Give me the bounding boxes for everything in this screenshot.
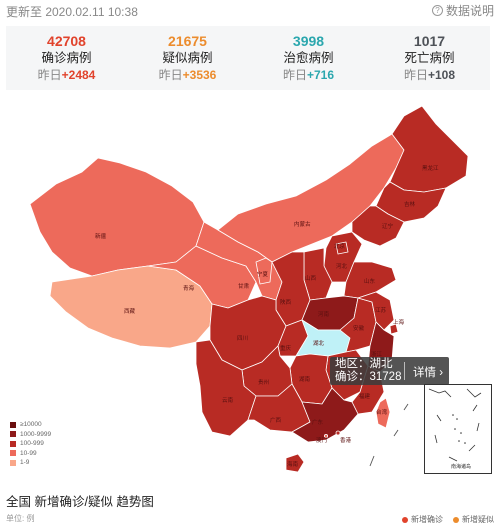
label-anhui: 安徽 — [353, 324, 365, 332]
province-ningxia[interactable] — [255, 257, 273, 285]
south-china-sea-inset: 南海诸岛 — [424, 384, 492, 474]
label-zhejiang: 浙江 — [371, 350, 383, 358]
stat-label: 疑似病例 — [162, 51, 213, 65]
trend-legend-suspected[interactable]: 新增疑似 — [453, 514, 494, 525]
label-sichuan: 四川 — [237, 335, 248, 342]
label-shanghai: 上海 — [393, 318, 405, 326]
label-ningxia: 宁夏 — [257, 270, 269, 278]
legend-item[interactable]: 1000-9999 — [10, 430, 51, 440]
label-taiwan: 台湾 — [376, 408, 388, 416]
top-bar: 更新至 2020.02.11 10:38 ? 数据说明 — [0, 0, 500, 20]
label-xizang: 西藏 — [124, 307, 136, 315]
label-chongqing: 重庆 — [280, 344, 292, 352]
legend-swatch — [10, 431, 16, 438]
legend-item[interactable]: 100-999 — [10, 439, 51, 449]
province-jiangsu[interactable] — [357, 291, 395, 331]
stat-delta: 昨日+2484 — [37, 68, 96, 82]
stat-confirmed: 42708 确诊病例 昨日+2484 — [6, 26, 127, 90]
label-yunnan: 云南 — [222, 396, 234, 404]
sea-border-lines — [369, 403, 409, 467]
legend-dot — [402, 516, 408, 523]
tooltip-detail-link[interactable]: 详情 › — [413, 367, 444, 379]
label-neimenggu: 内蒙古 — [294, 220, 311, 228]
stat-dead: 1017 死亡病例 昨日+108 — [369, 26, 490, 90]
trend-chart-title: 全国 新增确诊/疑似 趋势图 — [6, 495, 154, 509]
label-xinjiang: 新疆 — [95, 232, 107, 240]
inset-svg — [428, 388, 482, 462]
stat-label: 死亡病例 — [404, 51, 455, 65]
label-guangdong: 广东 — [312, 418, 324, 426]
trend-legend: 新增确诊 新增疑似 — [402, 514, 494, 525]
label-hunan: 湖南 — [299, 375, 311, 383]
trend-legend-confirmed[interactable]: 新增确诊 — [402, 514, 443, 525]
data-explain-label: 数据说明 — [445, 4, 494, 18]
label-jiangsu: 江苏 — [375, 306, 387, 314]
stat-number: 3998 — [292, 33, 325, 49]
province-aomen[interactable] — [323, 433, 328, 438]
stat-delta: 昨日+716 — [282, 68, 335, 82]
legend-swatch — [10, 440, 16, 447]
province-guangdong[interactable] — [291, 387, 359, 443]
label-jilin: 吉林 — [404, 200, 416, 208]
data-explain-link[interactable]: ? 数据说明 — [431, 2, 494, 19]
china-map: 新疆 西藏 青海 甘肃 内蒙古 黑龙江 吉林 辽宁 北京 河北 山西 陕西 宁夏… — [0, 92, 500, 482]
label-shanxi: 山西 — [305, 274, 317, 282]
label-liaoning: 辽宁 — [382, 222, 394, 230]
stat-label: 治愈病例 — [283, 51, 334, 65]
province-qinghai[interactable] — [147, 245, 257, 309]
province-hainan[interactable] — [285, 453, 305, 473]
legend-swatch — [10, 421, 16, 428]
stat-number: 21675 — [168, 33, 207, 49]
stat-label: 确诊病例 — [41, 51, 92, 65]
stat-delta: 昨日+108 — [403, 68, 456, 82]
province-xinjiang[interactable] — [29, 157, 205, 277]
stat-delta: 昨日+3536 — [158, 68, 217, 82]
label-hebei: 河北 — [336, 262, 348, 270]
update-time: 更新至 2020.02.11 10:38 — [6, 5, 138, 19]
stat-suspected: 21675 疑似病例 昨日+3536 — [127, 26, 248, 90]
tooltip-confirmed: 确诊：31728 — [335, 371, 402, 383]
legend-item[interactable]: 1-9 — [10, 458, 51, 468]
map-legend: ≥10000 1000-9999 100-999 10-99 1-9 — [10, 420, 51, 468]
label-fujian: 福建 — [359, 392, 371, 400]
label-guangxi: 广西 — [270, 416, 282, 424]
province-xizang[interactable] — [49, 265, 213, 349]
label-henan: 河南 — [318, 310, 330, 318]
stat-number: 42708 — [47, 33, 86, 49]
legend-swatch — [10, 459, 16, 466]
tooltip-divider — [404, 362, 405, 380]
legend-item[interactable]: 10-99 — [10, 449, 51, 459]
stat-cured: 3998 治愈病例 昨日+716 — [248, 26, 369, 90]
label-shaanxi: 陕西 — [280, 298, 292, 306]
label-aomen: 澳门 — [316, 436, 327, 444]
label-xianggang: 香港 — [340, 436, 352, 444]
legend-dot — [453, 516, 459, 523]
province-liaoning[interactable] — [351, 205, 405, 247]
province-xianggang[interactable] — [335, 430, 341, 436]
province-shanghai[interactable] — [389, 323, 399, 335]
inset-label: 南海诸岛 — [451, 464, 472, 470]
label-qinghai: 青海 — [183, 284, 195, 292]
label-heilongjiang: 黑龙江 — [422, 164, 439, 172]
province-beijing[interactable] — [335, 241, 349, 255]
label-shandong: 山东 — [364, 277, 376, 285]
tooltip-region: 地区：湖北 — [335, 358, 393, 370]
trend-unit: 单位: 例 — [6, 514, 35, 523]
question-circle-icon: ? — [431, 5, 443, 16]
label-guizhou: 贵州 — [258, 378, 269, 386]
province-labels: 新疆 西藏 青海 甘肃 内蒙古 黑龙江 吉林 辽宁 北京 河北 山西 陕西 宁夏… — [95, 164, 439, 468]
province-heilongjiang[interactable] — [389, 105, 469, 193]
legend-item[interactable]: ≥10000 — [10, 420, 51, 430]
stat-number: 1017 — [413, 33, 446, 49]
province-taiwan[interactable] — [375, 397, 391, 429]
tooltip-text: 地区：湖北 确诊：31728 — [335, 358, 401, 384]
label-hubei: 湖北 — [313, 339, 325, 347]
map-svg: 新疆 西藏 青海 甘肃 内蒙古 黑龙江 吉林 辽宁 北京 河北 山西 陕西 宁夏… — [29, 105, 469, 473]
label-hainan: 海南 — [287, 460, 299, 468]
label-gansu: 甘肃 — [238, 282, 250, 290]
stats-panel: 42708 确诊病例 昨日+2484 21675 疑似病例 昨日+3536 39… — [6, 26, 490, 90]
legend-swatch — [10, 450, 16, 457]
label-beijing: 北京 — [334, 242, 346, 250]
map-tooltip: 地区：湖北 确诊：31728 详情 › — [330, 357, 449, 385]
